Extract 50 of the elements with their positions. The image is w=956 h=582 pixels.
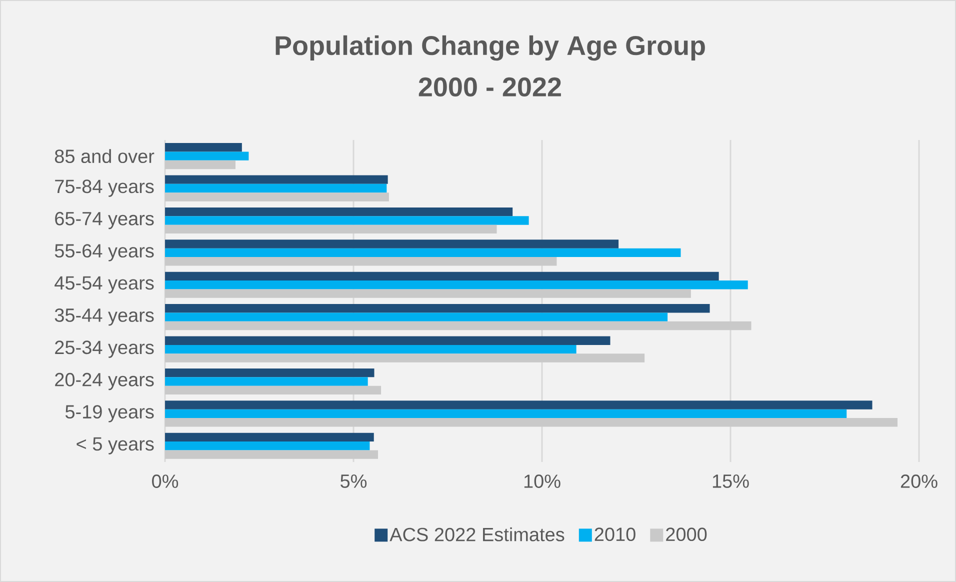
legend-label: ACS 2022 Estimates xyxy=(390,527,564,542)
x-tick-label: 10% xyxy=(524,474,560,488)
y-tick-label: 75-84 years xyxy=(55,180,154,197)
bar xyxy=(165,224,497,234)
y-tick-label: 55-64 years xyxy=(54,244,154,262)
y-tick-label: 45-54 years xyxy=(54,276,154,294)
y-tick-label: 25-34 years xyxy=(55,340,154,358)
bar xyxy=(165,272,719,281)
bar xyxy=(165,312,668,322)
x-tick-label: 15% xyxy=(712,474,749,488)
bar xyxy=(165,386,382,395)
x-tick-label: 5% xyxy=(340,474,367,488)
bar xyxy=(165,257,557,266)
bar xyxy=(165,304,710,313)
y-tick-label: 20-24 years xyxy=(55,372,154,390)
bar xyxy=(165,160,236,170)
bar xyxy=(165,192,389,202)
bar xyxy=(165,216,529,225)
bar xyxy=(165,442,370,450)
legend-label: 2000 xyxy=(666,528,707,542)
legend-label: 2010 xyxy=(594,528,636,542)
y-tick-label: 35-44 years xyxy=(54,308,154,326)
bar xyxy=(165,354,645,362)
bar xyxy=(165,321,752,330)
x-tick-label: 0% xyxy=(152,474,178,488)
bar xyxy=(165,143,242,152)
bar xyxy=(165,432,374,442)
bar xyxy=(165,175,388,184)
bar xyxy=(165,207,513,216)
bar xyxy=(165,280,748,290)
x-tick-label: 20% xyxy=(900,474,938,488)
chart-subtitle: 2000 - 2022 xyxy=(418,77,561,97)
bar xyxy=(165,184,387,193)
bar xyxy=(165,336,610,345)
bar xyxy=(165,400,872,410)
y-tick-label: 85 and over xyxy=(54,149,154,164)
bar xyxy=(165,248,681,258)
bar xyxy=(165,344,576,354)
bar xyxy=(165,368,374,378)
bar xyxy=(165,240,619,248)
y-tick-label: 65-74 years xyxy=(55,212,154,230)
bar xyxy=(165,418,898,427)
bar xyxy=(165,409,847,418)
y-tick-label: < 5 years xyxy=(76,437,154,454)
bar xyxy=(165,152,249,160)
y-tick-label: 5-19 years xyxy=(65,405,154,422)
bar xyxy=(165,377,368,386)
bar xyxy=(165,450,378,459)
chart-title: Population Change by Age Group xyxy=(276,35,705,61)
bar xyxy=(165,289,691,298)
